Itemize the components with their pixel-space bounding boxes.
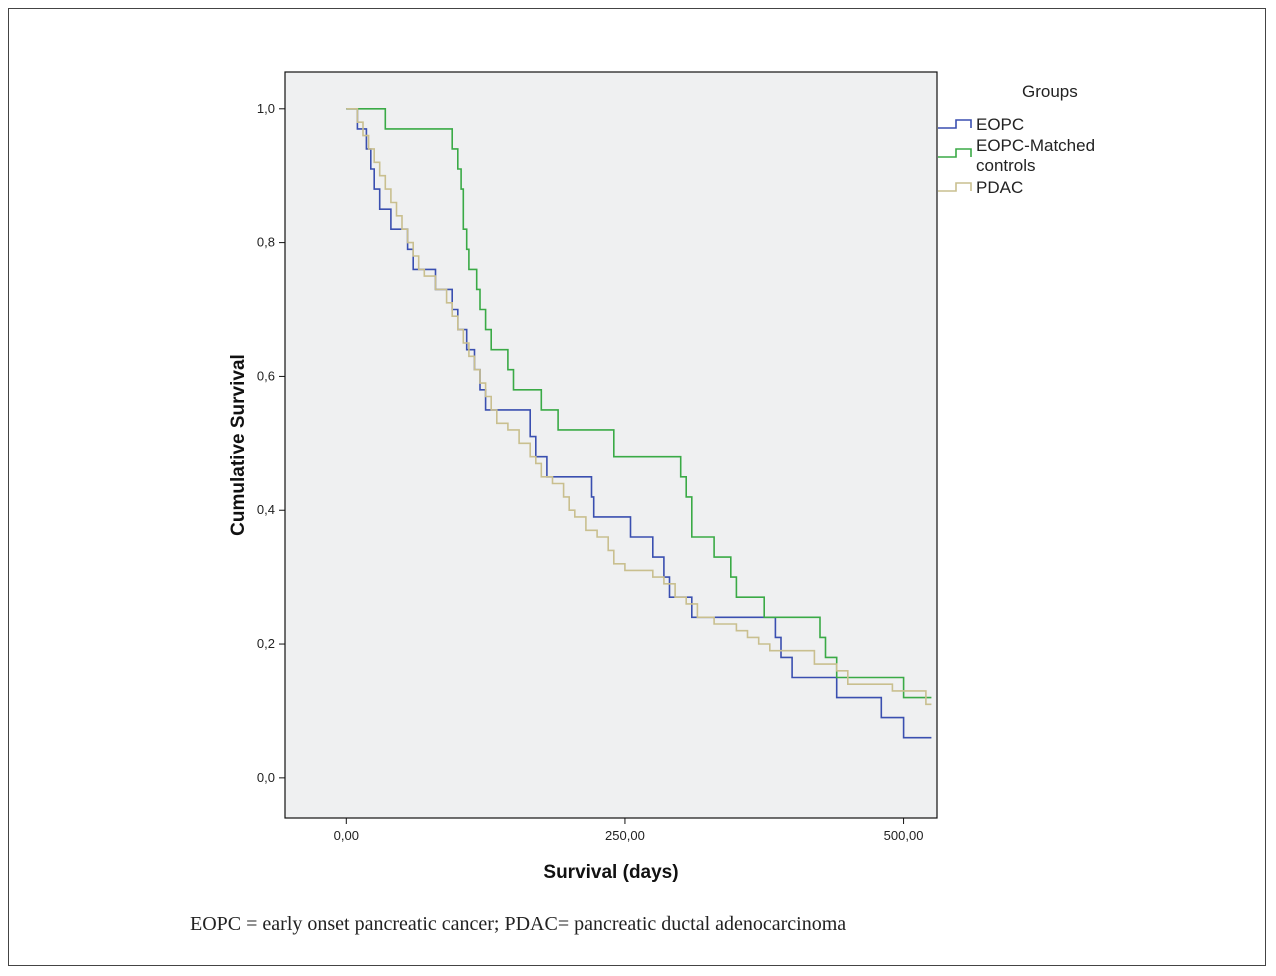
legend-swatch-2 — [938, 182, 972, 192]
legend-entry-label: EOPC-Matched controls — [976, 136, 1095, 175]
plot-area — [285, 72, 937, 818]
y-tick-label: 0,4 — [257, 502, 275, 517]
series-line-eopc-matched-controls — [346, 108, 932, 699]
legend-title: Groups — [1022, 82, 1078, 101]
x-axis-title: Survival (days) — [543, 862, 678, 883]
legend-swatch-1 — [938, 148, 972, 158]
y-tick-label: 0,0 — [257, 770, 275, 785]
y-tick-label: 0,8 — [257, 235, 275, 250]
plot-border — [284, 71, 938, 819]
x-tick-label: 0,00 — [334, 828, 359, 843]
y-tick-label: 0,6 — [257, 368, 275, 383]
legend: Groups EOPC EOPC-Matched controls PDAC — [938, 82, 1095, 197]
legend-swatch-0 — [938, 119, 972, 129]
y-tick-label: 0,2 — [257, 636, 275, 651]
legend-entry-label: PDAC — [976, 178, 1023, 197]
series-line-eopc — [346, 108, 932, 739]
series-line-pdac — [346, 108, 932, 706]
y-axis-title: Cumulative Survival — [228, 354, 249, 536]
y-tick-label: 1,0 — [257, 101, 275, 116]
x-tick-label: 250,00 — [605, 828, 645, 843]
figure-caption: EOPC = early onset pancreatic cancer; PD… — [190, 913, 847, 935]
survival-chart: 0,0 0,2 0,4 0,6 0,8 1,0 0,00 250,00 500,00 Survi… — [228, 71, 1095, 883]
legend-entry-label: EOPC — [976, 115, 1024, 134]
x-tick-label: 500,00 — [884, 828, 924, 843]
